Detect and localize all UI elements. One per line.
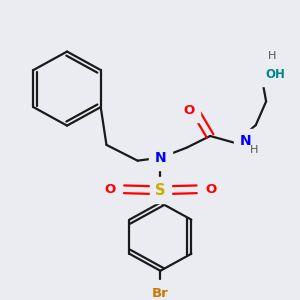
Text: N: N	[240, 134, 251, 148]
Text: Br: Br	[152, 286, 169, 300]
Text: OH: OH	[265, 68, 285, 81]
Text: N: N	[154, 151, 166, 165]
Text: O: O	[104, 183, 116, 196]
Text: O: O	[183, 104, 194, 117]
Text: S: S	[155, 183, 166, 198]
Text: H: H	[268, 51, 277, 61]
Text: O: O	[205, 183, 216, 196]
Text: H: H	[250, 145, 258, 155]
